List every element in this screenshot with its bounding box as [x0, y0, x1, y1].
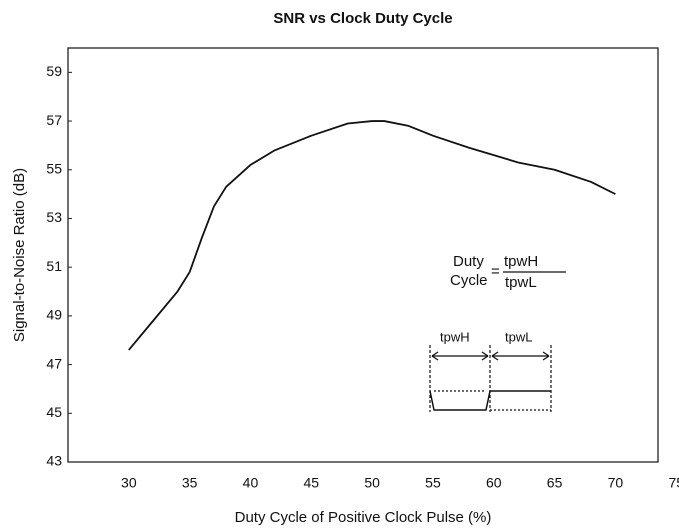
y-tick-label: 51 [46, 258, 62, 274]
y-tick-label: 49 [46, 307, 62, 323]
y-tick-label: 43 [46, 453, 62, 469]
pulse-label: tpwH [440, 329, 470, 344]
x-tick-label: 35 [182, 475, 198, 491]
x-tick-label: 55 [425, 475, 441, 491]
plot-frame [67, 47, 659, 463]
y-tick-label: 45 [46, 404, 62, 420]
y-tick-label: 55 [46, 160, 62, 176]
x-tick-label: 50 [364, 475, 380, 491]
y-axis-label: Signal-to-Noise Ratio (dB) [11, 168, 28, 342]
y-tick-label: 47 [46, 355, 62, 371]
x-axis-label: Duty Cycle of Positive Clock Pulse (%) [235, 509, 492, 526]
y-tick-label: 57 [46, 112, 62, 128]
chart-title: SNR vs Clock Duty Cycle [273, 10, 452, 27]
formula-text: = [491, 263, 500, 280]
x-tick-label: 70 [608, 475, 624, 491]
y-tick-label: 59 [46, 63, 62, 79]
x-tick-label: 75 [668, 475, 679, 491]
x-tick-label: 60 [486, 475, 502, 491]
pulse-label: tpwL [505, 329, 532, 344]
x-tick-label: 45 [304, 475, 320, 491]
y-tick-label: 53 [46, 209, 62, 225]
x-tick-label: 40 [243, 475, 259, 491]
formula-text: Cycle [450, 272, 488, 289]
x-tick-label: 65 [547, 475, 563, 491]
timing-diagram [429, 345, 552, 412]
data-line [128, 120, 616, 351]
formula-text: tpwL [505, 274, 537, 291]
formula-text: tpwH [504, 253, 538, 270]
formula-text: Duty [453, 253, 484, 270]
x-tick-label: 30 [121, 475, 137, 491]
